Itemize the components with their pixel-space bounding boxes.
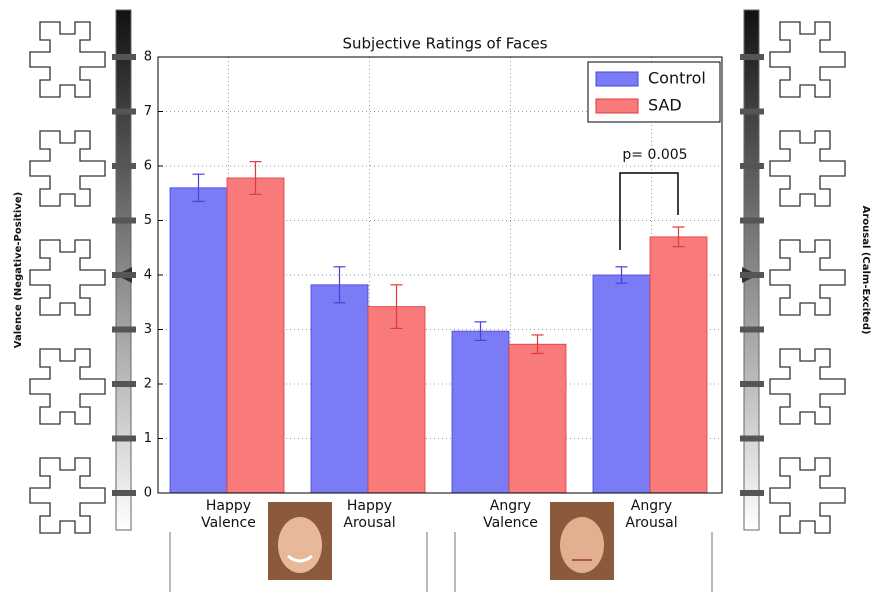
bar — [508, 343, 567, 494]
y-tick-label: 8 — [144, 50, 152, 65]
manikin-outline — [769, 348, 846, 425]
y-tick-label: 7 — [144, 104, 152, 119]
manikin-outline — [29, 239, 106, 316]
error-bar — [249, 161, 262, 195]
strip-tick — [112, 326, 136, 333]
bar — [649, 236, 708, 494]
legend-label: Control — [648, 69, 706, 88]
plot-frame — [157, 56, 723, 494]
manikin-outline — [769, 21, 846, 98]
strip-tick — [740, 272, 764, 278]
bar — [226, 177, 285, 494]
y-tick-label: 4 — [144, 268, 152, 283]
strip-tick — [740, 381, 764, 387]
manikin-outline — [769, 239, 846, 316]
manikin-outline — [29, 21, 106, 98]
y-tick-label: 1 — [144, 431, 152, 446]
manikin-outline — [29, 348, 106, 425]
bar — [367, 306, 426, 494]
strip-tick — [112, 217, 136, 224]
manikin-right — [769, 21, 846, 98]
manikin-right — [769, 239, 846, 316]
error-bar — [474, 321, 487, 341]
strip-tick — [740, 326, 764, 333]
error-bar — [390, 284, 403, 330]
left-axis-label: Valence (Negative-Positive) — [13, 192, 24, 348]
error-bar — [615, 266, 628, 284]
manikin-outline — [769, 457, 846, 534]
manikin-right — [769, 348, 846, 425]
manikin-left — [29, 457, 106, 534]
x-tick-label: Happy Arousal — [343, 498, 396, 531]
manikin-right — [769, 457, 846, 534]
legend-swatch — [595, 71, 639, 87]
x-tick-label: Happy Valence — [201, 498, 256, 531]
x-tick-label: Angry Arousal — [625, 498, 678, 531]
strip-tick — [112, 490, 136, 496]
y-tick-label: 3 — [144, 322, 152, 337]
manikin-outline — [29, 457, 106, 534]
manikin-left — [29, 239, 106, 316]
strip-tick — [112, 54, 136, 60]
strip-tick — [740, 54, 764, 60]
bar — [592, 274, 651, 494]
manikin-left — [29, 21, 106, 98]
happy-face — [268, 502, 332, 580]
strip-tick — [740, 435, 764, 442]
x-tick-label: Angry Valence — [483, 498, 538, 531]
angry-face — [550, 502, 614, 580]
error-bar — [531, 334, 544, 355]
annotation: p= 0.005 — [622, 147, 687, 163]
manikin-left — [29, 348, 106, 425]
chart-title: Subjective Ratings of Faces — [342, 35, 547, 53]
y-tick-label: 5 — [144, 213, 152, 228]
y-tick-label: 6 — [144, 159, 152, 174]
error-bar — [672, 226, 685, 248]
error-bar — [333, 266, 346, 304]
legend-label: SAD — [648, 96, 682, 115]
strip-tick — [740, 108, 764, 115]
manikin-outline — [769, 130, 846, 207]
error-bar — [192, 173, 205, 203]
bottom-frame — [169, 532, 713, 592]
manikin-right — [769, 130, 846, 207]
strip-tick — [112, 381, 136, 387]
strip-tick — [740, 217, 764, 224]
manikin-left — [29, 130, 106, 207]
significance-bracket — [619, 172, 679, 250]
strip-tick — [740, 163, 764, 169]
y-tick-label: 2 — [144, 377, 152, 392]
right-axis-label: Arousal (Calm-Excited) — [860, 206, 871, 335]
strip-tick — [112, 435, 136, 442]
strip-tick — [112, 108, 136, 115]
manikin-outline — [29, 130, 106, 207]
y-tick-label: 0 — [144, 486, 152, 501]
bar — [169, 187, 228, 494]
strip-tick — [112, 163, 136, 169]
strip-tick — [740, 490, 764, 496]
bar — [451, 330, 510, 494]
legend-swatch — [595, 98, 639, 114]
bar — [310, 284, 369, 494]
strip-tick — [112, 272, 136, 278]
